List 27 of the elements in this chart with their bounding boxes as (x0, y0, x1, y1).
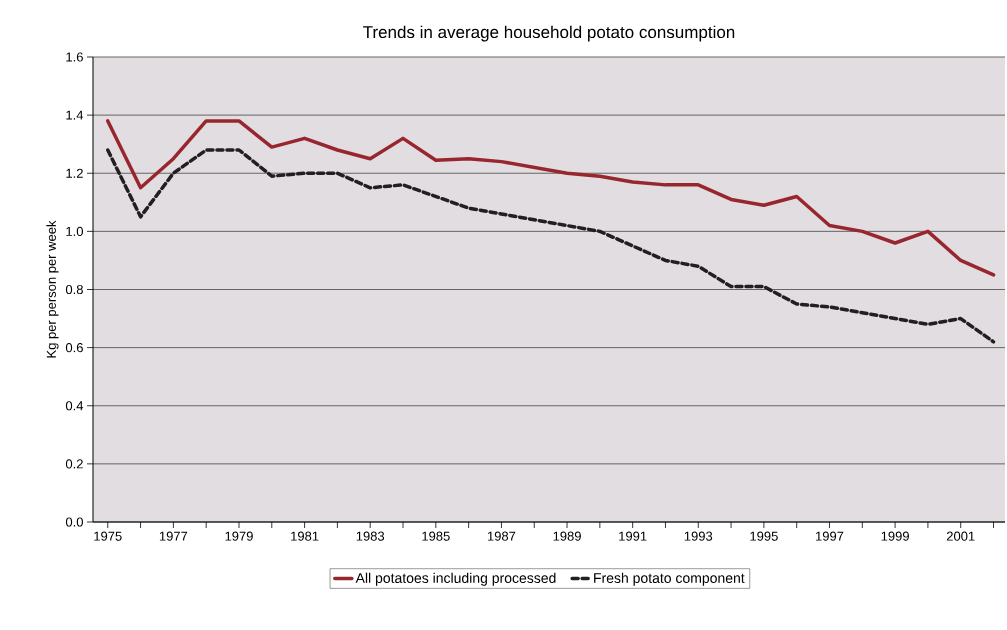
x-tick-label: 1979 (225, 531, 253, 541)
y-tick-label: 0.4 (65, 401, 84, 411)
x-tick-label: 1993 (684, 531, 713, 541)
y-tick-label: 0.6 (65, 343, 83, 353)
x-tick-label: 1985 (422, 531, 450, 541)
y-tick-label: 1.0 (66, 226, 83, 236)
legend-label: Fresh potato component (594, 572, 745, 586)
x-tick-label: 1989 (553, 531, 581, 541)
x-tick-label: 1997 (816, 531, 844, 541)
x-tick-label: 1995 (750, 531, 778, 541)
y-tick-label: 1.6 (66, 52, 83, 62)
x-tick-label: 1991 (619, 531, 647, 541)
y-tick-label: 0.2 (65, 459, 83, 469)
y-tick-label: 1.2 (66, 168, 83, 178)
x-tick-label: 1999 (881, 531, 909, 541)
x-tick-label: 1987 (487, 531, 516, 541)
x-tick-label: 2001 (946, 531, 975, 541)
x-tick-label: 1975 (94, 531, 122, 541)
x-tick-label: 1977 (159, 531, 188, 541)
y-tick-label: 1.4 (66, 110, 84, 120)
y-tick-label: 0.8 (65, 284, 83, 295)
x-tick-label: 1983 (356, 531, 385, 541)
legend-label: All potatoes including processed (355, 572, 556, 586)
y-axis-title: Kg per person per week (46, 220, 59, 358)
y-tick-label: 0.0 (65, 517, 83, 527)
x-tick-label: 1981 (291, 531, 319, 541)
chart-title: Trends in average household potato consumption (363, 25, 735, 42)
